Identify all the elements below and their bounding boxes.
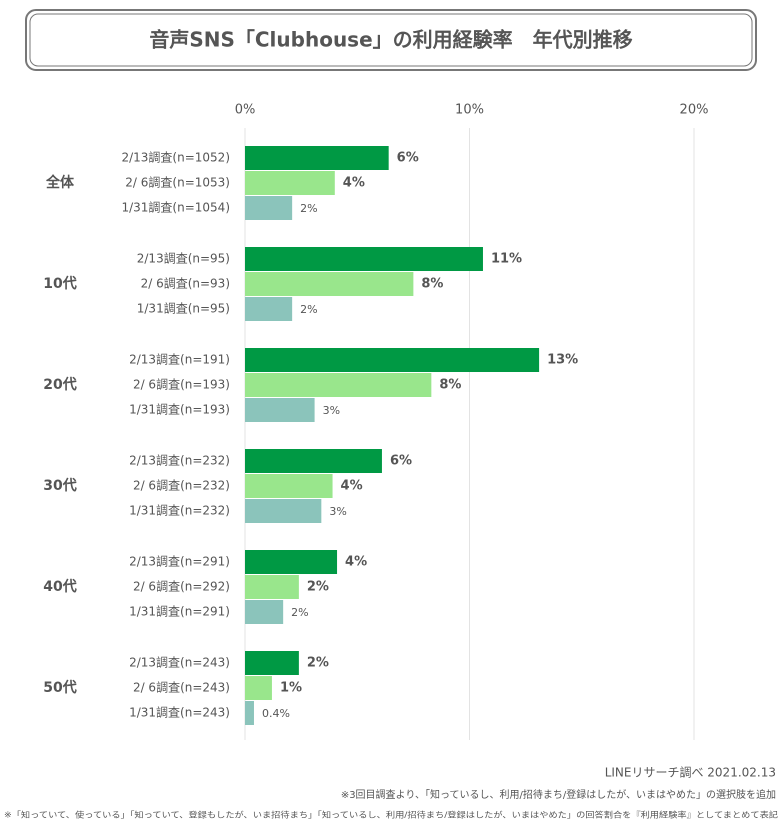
value-label: 4%	[345, 555, 367, 570]
bar-label: 2/13調査(n=95)	[137, 252, 230, 266]
group-label: 50代	[43, 679, 76, 696]
value-label: 0.4%	[262, 707, 290, 720]
group-label: 20代	[43, 376, 76, 393]
value-label: 2%	[307, 656, 329, 671]
value-label: 8%	[421, 277, 443, 292]
value-label: 8%	[439, 378, 461, 393]
bar-label: 1/31調査(n=193)	[129, 403, 230, 417]
source: LINEリサーチ調べ 2021.02.13	[605, 766, 776, 780]
value-label: 2%	[291, 606, 308, 619]
bar	[245, 600, 284, 624]
bar-label: 2/ 6調査(n=292)	[133, 580, 230, 594]
group-label: 10代	[43, 275, 76, 292]
bar	[245, 701, 254, 725]
bar-label: 2/ 6調査(n=232)	[133, 479, 230, 493]
bar	[245, 676, 272, 700]
bar	[245, 651, 299, 675]
value-label: 4%	[341, 479, 363, 494]
value-label: 6%	[390, 454, 412, 469]
bar	[245, 247, 483, 271]
chart-title: 音声SNS「Clubhouse」の利用経験率 年代別推移	[149, 28, 632, 52]
bar-label: 2/13調査(n=191)	[129, 353, 230, 367]
x-tick-label: 20%	[680, 103, 709, 118]
value-label: 4%	[343, 176, 365, 191]
bar	[245, 474, 333, 498]
bar	[245, 398, 315, 422]
title-frame-outer	[25, 9, 757, 71]
bar-label: 1/31調査(n=243)	[129, 706, 230, 720]
group-label: 30代	[43, 477, 76, 494]
bar-label: 2/13調査(n=1052)	[121, 151, 230, 165]
bar	[245, 171, 335, 195]
bar	[245, 449, 382, 473]
bar-label: 1/31調査(n=1054)	[121, 201, 230, 215]
bar-label: 2/13調査(n=243)	[129, 656, 230, 670]
value-label: 3%	[323, 404, 340, 417]
bar	[245, 348, 540, 372]
note: ※「知っていて、使っている」「知っていて、登録もしたが、いま招待まち」「知ってい…	[4, 810, 778, 820]
bar	[245, 146, 389, 170]
value-label: 6%	[397, 151, 419, 166]
bar	[245, 272, 414, 296]
note: ※3回目調査より、「知っているし、利用/招待まち/登録はしたが、いまはやめた」の…	[341, 788, 776, 801]
value-label: 2%	[307, 580, 329, 595]
bar	[245, 499, 322, 523]
bar-label: 2/13調査(n=291)	[129, 555, 230, 569]
bar	[245, 373, 432, 397]
value-label: 3%	[329, 505, 346, 518]
title-frame-inner	[29, 13, 753, 67]
value-label: 2%	[300, 202, 317, 215]
group-label: 40代	[43, 578, 76, 595]
bar-label: 2/ 6調査(n=243)	[133, 681, 230, 695]
bar-label: 1/31調査(n=291)	[129, 605, 230, 619]
group-label: 全体	[45, 174, 75, 191]
value-label: 11%	[491, 252, 522, 267]
bar	[245, 297, 293, 321]
bar-label: 2/ 6調査(n=193)	[133, 378, 230, 392]
value-label: 2%	[300, 303, 317, 316]
bar-label: 2/13調査(n=232)	[129, 454, 230, 468]
x-tick-label: 0%	[235, 103, 256, 118]
bar-label: 1/31調査(n=232)	[129, 504, 230, 518]
bar	[245, 575, 299, 599]
x-tick-label: 10%	[455, 103, 484, 118]
value-label: 13%	[547, 353, 578, 368]
bar	[245, 550, 338, 574]
bar-label: 2/ 6調査(n=1053)	[125, 176, 230, 190]
bar-label: 2/ 6調査(n=93)	[141, 277, 230, 291]
bar-label: 1/31調査(n=95)	[137, 302, 230, 316]
bar	[245, 196, 293, 220]
value-label: 1%	[280, 681, 302, 696]
